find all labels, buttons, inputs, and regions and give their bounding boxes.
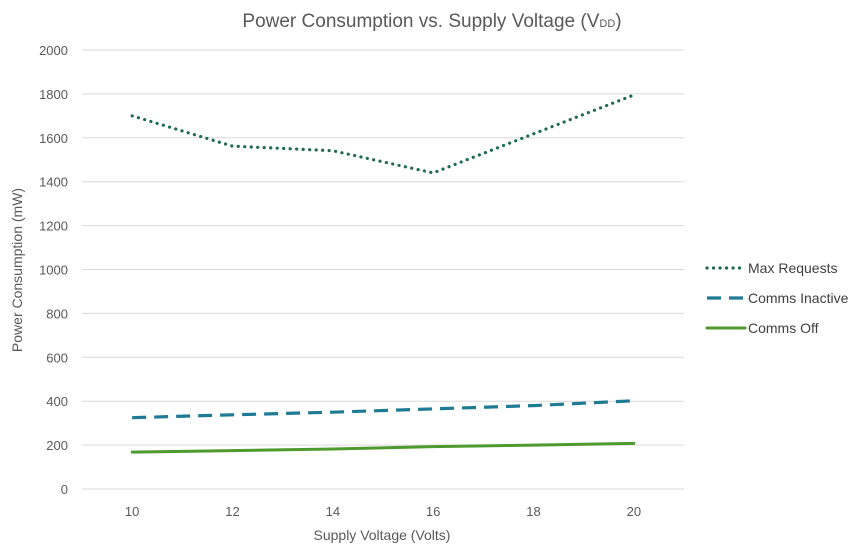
legend-label: Comms Off — [748, 320, 819, 336]
y-tick-label: 1400 — [39, 175, 68, 190]
y-axis-ticks: 0 200 400 600 800 1000 1200 1400 1600 1800 2000 — [39, 43, 68, 497]
y-tick-label: 400 — [46, 394, 68, 409]
y-tick-label: 1200 — [39, 219, 68, 234]
legend-label: Comms Inactive — [748, 290, 849, 306]
series-line-max-requests — [130, 93, 636, 175]
y-tick-label: 1000 — [39, 263, 68, 278]
chart-title-main: Power Consumption vs. Supply Voltage (V — [242, 11, 599, 32]
x-tick-label: 12 — [225, 504, 239, 519]
series-lines — [130, 93, 636, 454]
y-axis-label: Power Consumption (mW) — [9, 188, 25, 352]
y-tick-label: 600 — [46, 350, 68, 365]
chart-title-suffix: ) — [615, 11, 621, 32]
x-axis-label: Supply Voltage (Volts) — [314, 527, 451, 543]
x-tick-label: 20 — [627, 504, 641, 519]
y-tick-label: 2000 — [39, 43, 68, 58]
x-tick-label: 18 — [526, 504, 540, 519]
chart-title-subscript: DD — [599, 18, 615, 30]
series-line-comms-off — [130, 441, 636, 454]
y-tick-label: 800 — [46, 306, 68, 321]
x-tick-label: 16 — [426, 504, 440, 519]
y-tick-label: 1800 — [39, 87, 68, 102]
chart-title: Power Consumption vs. Supply Voltage (VD… — [242, 11, 621, 32]
x-tick-label: 10 — [125, 504, 139, 519]
y-tick-label: 0 — [61, 482, 68, 497]
x-axis-ticks: 10 12 14 16 18 20 — [125, 504, 641, 519]
x-tick-label: 14 — [326, 504, 340, 519]
gridlines — [82, 49, 684, 490]
y-tick-label: 200 — [46, 438, 68, 453]
series-line-comms-inactive — [132, 399, 634, 420]
y-tick-label: 1600 — [39, 131, 68, 146]
legend-label: Max Requests — [748, 260, 837, 276]
legend: Max Requests Comms Inactive Comms Off — [705, 260, 849, 336]
